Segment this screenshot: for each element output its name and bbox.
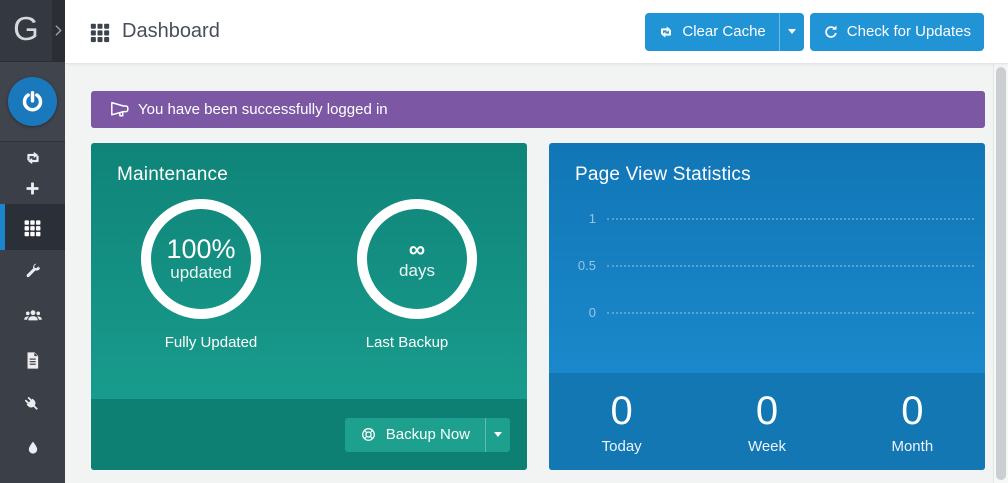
sidebar-item-theme[interactable] <box>0 426 65 470</box>
sidebar-item-add[interactable] <box>0 173 65 204</box>
clear-cache-button[interactable]: Clear Cache <box>645 12 779 51</box>
maintenance-footer: Backup Now <box>91 399 527 470</box>
header: Dashboard Clear Cache <box>65 0 1008 64</box>
gridline <box>607 311 974 314</box>
power-block <box>0 62 65 142</box>
updated-unit: updated <box>170 263 232 283</box>
dashboard-cards: Maintenance 100% updated ∞ days Fully Up… <box>91 143 985 470</box>
updated-value: 100% <box>166 233 236 264</box>
today-count: 0 <box>610 388 633 433</box>
month-label: Month <box>891 437 934 455</box>
check-updates-button[interactable]: Check for Updates <box>809 12 984 51</box>
total-month: 0 Month <box>840 373 985 470</box>
today-label: Today <box>601 437 642 455</box>
clear-cache-split-button: Clear Cache <box>645 12 804 51</box>
gridline <box>607 217 974 220</box>
sidebar-item-settings[interactable] <box>0 250 65 294</box>
y-tick-label: 1 <box>588 211 596 226</box>
power-button[interactable] <box>8 77 57 126</box>
caret-down-icon <box>494 432 502 437</box>
total-today: 0 Today <box>549 373 694 470</box>
page-views-card: Page View Statistics 1 0.5 0 0 To <box>549 143 985 470</box>
sidebar-item-users[interactable] <box>0 294 65 338</box>
life-ring-icon <box>360 426 377 443</box>
plug-icon <box>23 395 42 414</box>
scrollbar-track[interactable] <box>993 64 1008 483</box>
week-label: Week <box>747 437 787 455</box>
backup-circle: ∞ days <box>357 199 477 319</box>
wrench-icon <box>24 263 42 281</box>
month-count: 0 <box>901 388 924 433</box>
sidebar-item-dashboard[interactable] <box>0 204 65 250</box>
page-title: Dashboard <box>122 20 220 42</box>
check-updates-label: Check for Updates <box>846 23 971 40</box>
refresh-icon <box>823 24 839 40</box>
backup-now-label: Backup Now <box>385 426 470 443</box>
droplet-icon <box>26 440 40 457</box>
scrollbar-thumb[interactable] <box>996 67 1006 480</box>
sidebar-toggle[interactable] <box>52 0 65 61</box>
maintenance-card: Maintenance 100% updated ∞ days Fully Up… <box>91 143 527 470</box>
gridline-row: 0.5 <box>549 242 985 289</box>
week-count: 0 <box>755 388 779 433</box>
backup-now-button[interactable]: Backup Now <box>344 417 485 452</box>
clear-cache-label: Clear Cache <box>682 23 766 40</box>
backup-split-button: Backup Now <box>344 417 510 452</box>
retweet-icon <box>24 149 42 167</box>
login-success-alert: You have been successfully logged in <box>91 91 985 128</box>
retweet-icon <box>658 24 674 40</box>
y-tick-label: 0 <box>588 305 596 320</box>
sidebar-item-pages[interactable] <box>0 338 65 382</box>
page-views-chart: 1 0.5 0 <box>549 195 985 336</box>
updated-circle: 100% updated <box>141 199 261 319</box>
power-icon <box>19 88 46 115</box>
header-actions: Clear Cache Check for Updates <box>645 12 984 51</box>
clear-cache-dropdown-button[interactable] <box>778 12 804 51</box>
page-views-title: Page View Statistics <box>575 164 751 185</box>
file-text-icon <box>24 351 41 370</box>
page-views-footer: 0 Today 0 Week 0 Month <box>549 373 985 470</box>
sidebar: G <box>0 0 65 483</box>
maintenance-circles: 100% updated ∞ days <box>91 199 527 319</box>
bullhorn-icon <box>109 101 129 119</box>
chevron-right-icon <box>55 25 62 36</box>
backup-dropdown-button[interactable] <box>485 417 510 452</box>
users-icon <box>23 306 43 326</box>
page-title-wrap: Dashboard <box>89 20 220 43</box>
sidebar-item-plugins[interactable] <box>0 382 65 426</box>
total-week: 0 Week <box>694 373 839 470</box>
gridline <box>607 264 974 267</box>
plus-icon <box>24 180 41 197</box>
logo-block: G <box>0 0 65 62</box>
y-tick-label: 0.5 <box>577 258 596 273</box>
gridline-row: 1 <box>549 195 985 242</box>
maintenance-circle-labels: Fully Updated Last Backup <box>91 334 527 351</box>
caret-down-icon <box>787 29 796 34</box>
main-content: You have been successfully logged in Mai… <box>65 64 993 483</box>
grid-icon <box>23 218 42 237</box>
gridline-row: 0 <box>549 289 985 336</box>
backup-unit: days <box>399 261 435 281</box>
app-logo[interactable]: G <box>13 10 39 47</box>
backup-value: ∞ <box>408 235 426 262</box>
fully-updated-label: Fully Updated <box>164 334 258 351</box>
sidebar-item-refresh[interactable] <box>0 142 65 173</box>
grid-icon <box>89 21 111 43</box>
last-backup-label: Last Backup <box>365 334 449 351</box>
alert-message: You have been successfully logged in <box>138 101 388 118</box>
maintenance-title: Maintenance <box>117 164 228 185</box>
